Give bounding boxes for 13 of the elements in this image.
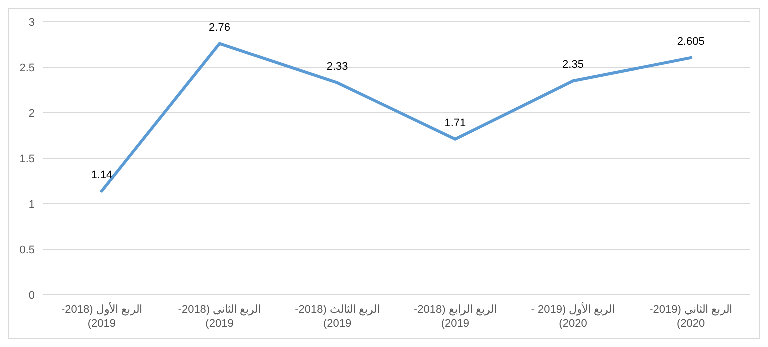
y-tick-label: 0 [28, 290, 35, 302]
y-tick-label: 0.5 [20, 244, 35, 256]
y-tick-label: 3 [28, 16, 35, 29]
data-label: 2.35 [562, 59, 584, 72]
y-tick-label: 1.5 [20, 153, 35, 166]
data-label: 2.33 [326, 60, 348, 73]
y-tick-label: 2.5 [20, 62, 35, 74]
data-label: 2.605 [677, 36, 705, 48]
y-tick-label: 1 [28, 198, 35, 211]
y-tick-label: 2 [28, 108, 35, 120]
data-label: 1.14 [91, 169, 113, 182]
data-label: 1.71 [444, 117, 466, 130]
data-label: 2.76 [209, 22, 230, 34]
